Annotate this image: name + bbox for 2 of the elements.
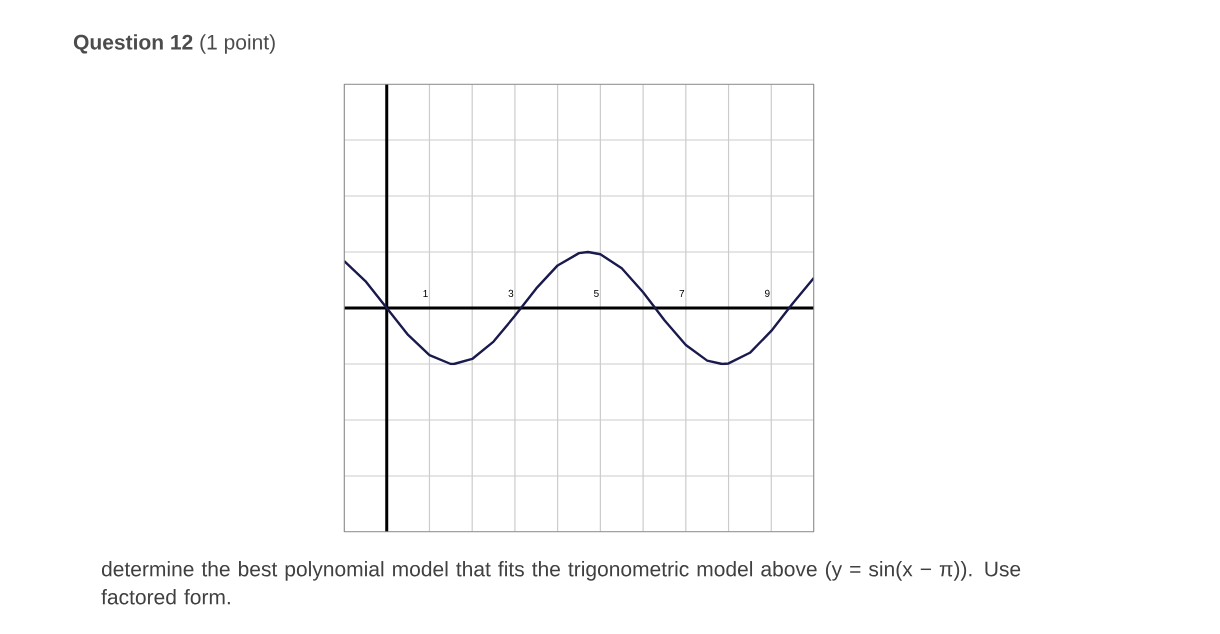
text: Question 12 (1 point) xyxy=(73,34,275,54)
text: determine the best polynomial model that fits the trigonometric model above (y = sin(x − π)). Use factored form. xyxy=(101,561,1021,605)
